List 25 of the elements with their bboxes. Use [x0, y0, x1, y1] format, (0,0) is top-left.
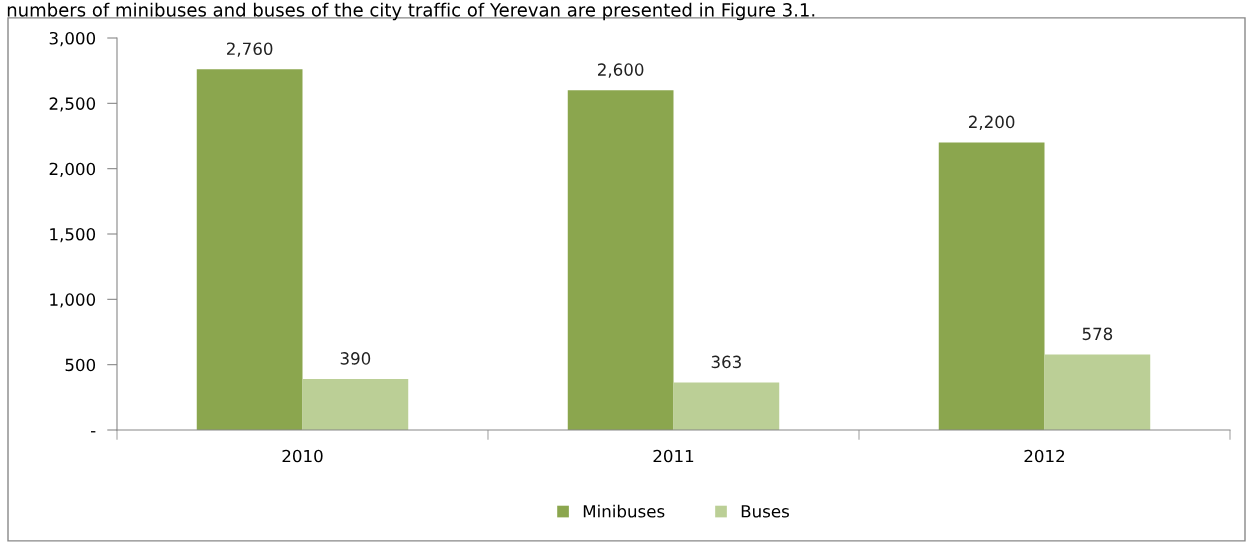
- bar: [196, 69, 303, 430]
- bar: [567, 90, 674, 430]
- y-tick-label: 2,000: [49, 162, 96, 177]
- x-tick-label: 2012: [1024, 449, 1065, 463]
- data-label: 390: [340, 352, 371, 365]
- y-tick-label: -: [90, 431, 96, 433]
- bar: [673, 382, 780, 430]
- y-tick-label: 1,000: [50, 293, 96, 308]
- bar: [938, 142, 1045, 430]
- data-label: 2,760: [227, 42, 273, 57]
- x-tick-label: 2011: [653, 449, 694, 463]
- data-label: 363: [711, 355, 741, 369]
- y-tick-label: 500: [65, 358, 96, 372]
- legend-label: Minibuses: [583, 504, 665, 518]
- data-label: 578: [1082, 327, 1113, 341]
- y-tick-label: 3,000: [49, 31, 96, 47]
- data-label: 2,200: [969, 115, 1015, 130]
- data-label: 2,600: [598, 63, 644, 78]
- x-tick-label: 2010: [282, 449, 323, 463]
- y-tick-label: 2,500: [49, 97, 96, 112]
- legend-label: Buses: [741, 505, 789, 518]
- text: numbers of minibuses and buses of the city traffic of Yerevan are presented in Figure 3.1.: [7, 2, 815, 21]
- bar: [302, 379, 409, 430]
- y-tick-label: 1,500: [50, 227, 96, 243]
- bar: [1044, 354, 1151, 430]
